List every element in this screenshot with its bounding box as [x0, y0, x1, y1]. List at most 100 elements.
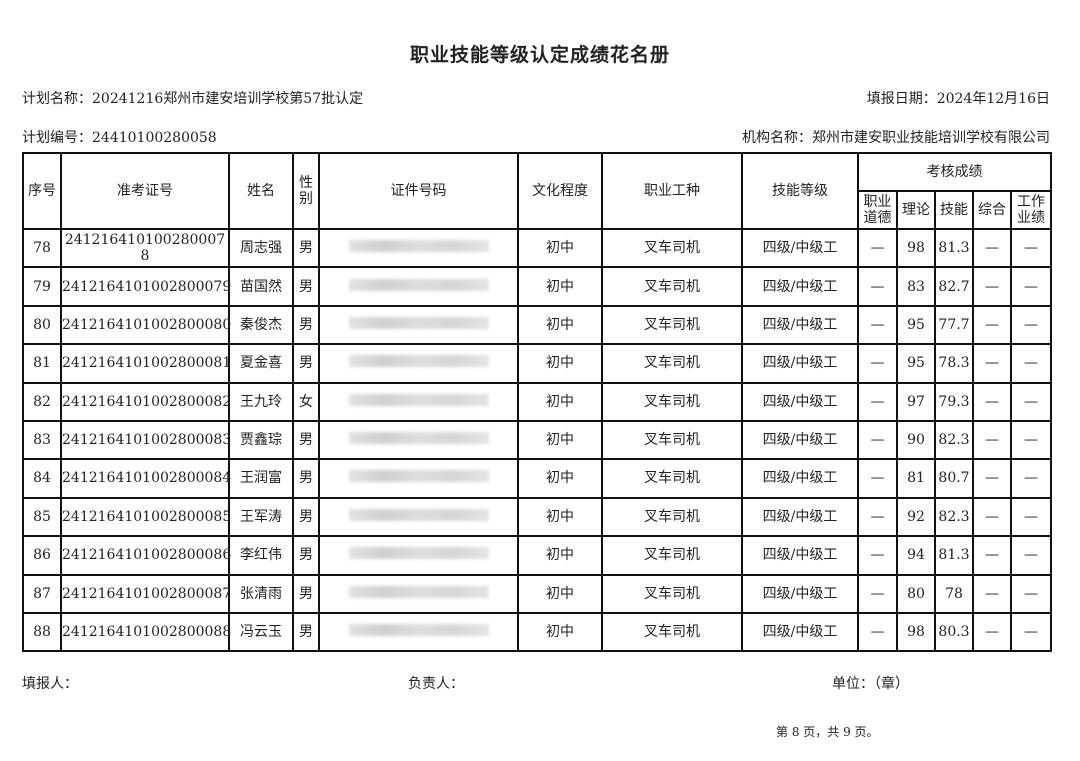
cell-exam-no: 2412164101002800087: [60, 573, 231, 614]
cell-education: 初中: [517, 343, 603, 384]
cell-work: —: [1009, 343, 1053, 384]
cell-work: —: [1009, 381, 1053, 422]
cell-seq: 87: [22, 573, 62, 614]
cell-id-no-redacted: [318, 496, 519, 538]
cell-skill: 80.3: [934, 611, 974, 653]
cell-work: —: [1009, 496, 1053, 538]
cell-theory: 81: [896, 458, 936, 499]
cell-overall: —: [972, 304, 1012, 346]
cell-exam-no: 2412164101002800083: [60, 419, 231, 461]
cell-theory: 83: [896, 266, 936, 307]
cell-name: 王九玲: [228, 381, 294, 422]
cell-id-no-redacted: [318, 458, 519, 499]
header-work: 工作业绩: [1009, 190, 1053, 230]
cell-skill: 82.3: [934, 496, 974, 538]
cell-name: 冯云玉: [228, 611, 294, 653]
cell-overall: —: [972, 227, 1012, 269]
redacted-blur: [348, 470, 489, 483]
cell-gender: 男: [292, 343, 320, 384]
header-ethics: 职业道德: [857, 190, 898, 230]
cell-work: —: [1009, 573, 1053, 614]
cell-occupation: 叉车司机: [601, 227, 743, 269]
cell-overall: —: [972, 381, 1012, 422]
cell-ethics: —: [857, 458, 898, 499]
cell-gender: 男: [292, 419, 320, 461]
cell-skill: 78.3: [934, 343, 974, 384]
cell-ethics: —: [857, 419, 898, 461]
cell-seq: 88: [22, 611, 62, 653]
cell-id-no-redacted: [318, 304, 519, 346]
cell-education: 初中: [517, 496, 603, 538]
cell-exam-no: 2412164101002800079: [60, 266, 231, 307]
cell-occupation: 叉车司机: [601, 419, 743, 461]
cell-gender: 男: [292, 535, 320, 576]
cell-id-no-redacted: [318, 419, 519, 461]
cell-education: 初中: [517, 611, 603, 653]
cell-education: 初中: [517, 458, 603, 499]
redacted-blur: [348, 355, 489, 368]
plan-number: 计划编号：24410100280058: [22, 130, 217, 146]
cell-skill: 82.3: [934, 419, 974, 461]
header-gender: 性别: [292, 152, 320, 230]
cell-ethics: —: [857, 611, 898, 653]
cell-name: 王军涛: [228, 496, 294, 538]
cell-name: 苗国然: [228, 266, 294, 307]
cell-overall: —: [972, 266, 1012, 307]
header-exam-no: 准考证号: [60, 152, 230, 230]
cell-education: 初中: [517, 304, 603, 346]
cell-ethics: —: [857, 496, 898, 538]
cell-overall: —: [972, 343, 1012, 384]
header-scores: 考核成绩: [856, 152, 1053, 192]
cell-theory: 90: [896, 419, 936, 461]
cell-ethics: —: [857, 227, 898, 269]
cell-gender: 男: [292, 496, 320, 538]
cell-gender: 男: [292, 458, 320, 499]
header-level: 技能等级: [741, 152, 859, 230]
cell-education: 初中: [517, 266, 603, 307]
cell-seq: 82: [22, 381, 62, 422]
cell-theory: 95: [896, 343, 936, 384]
cell-name: 夏金喜: [228, 343, 294, 384]
header-theory: 理论: [896, 190, 936, 230]
cell-ethics: —: [857, 304, 898, 346]
cell-id-no-redacted: [318, 227, 519, 269]
cell-work: —: [1009, 535, 1053, 576]
redacted-blur: [348, 624, 489, 637]
header-skill: 技能: [934, 190, 974, 230]
cell-occupation: 叉车司机: [601, 496, 743, 538]
cell-name: 周志强: [228, 227, 294, 269]
cell-id-no-redacted: [318, 266, 519, 307]
cell-work: —: [1009, 611, 1053, 653]
cell-id-no-redacted: [318, 573, 519, 614]
cell-id-no-redacted: [318, 381, 519, 422]
redacted-blur: [348, 316, 489, 329]
table-row: 78 241216410100280007 8 周志强男初中 叉车司机 四级/中级工 —9…: [22, 227, 1053, 269]
cell-name: 李红伟: [228, 535, 294, 576]
cell-theory: 92: [896, 496, 936, 538]
cell-occupation: 叉车司机: [601, 573, 743, 614]
cell-seq: 85: [22, 496, 62, 538]
cell-level: 四级/中级工: [741, 304, 859, 346]
cell-gender: 男: [292, 611, 320, 653]
cell-theory: 97: [896, 381, 936, 422]
table-row: 83 2412164101002800083 贾鑫琮男初中 叉车司机 四级/中级工 —90…: [22, 419, 1053, 461]
cell-level: 四级/中级工: [741, 227, 859, 269]
header-overall: 综合: [972, 190, 1012, 230]
cell-ethics: —: [857, 573, 898, 614]
cell-work: —: [1009, 227, 1053, 269]
cell-id-no-redacted: [318, 611, 519, 653]
cell-gender: 男: [292, 304, 320, 346]
cell-exam-no: 2412164101002800084: [60, 458, 231, 499]
cell-seq: 78: [22, 227, 62, 269]
cell-name: 张清雨: [228, 573, 294, 614]
redacted-blur: [348, 393, 489, 406]
header-name: 姓名: [228, 152, 294, 230]
cell-skill: 78: [934, 573, 974, 614]
cell-overall: —: [972, 573, 1012, 614]
cell-ethics: —: [857, 381, 898, 422]
header-id-no: 证件号码: [318, 152, 519, 230]
cell-occupation: 叉车司机: [601, 458, 743, 499]
cell-overall: —: [972, 535, 1012, 576]
cell-seq: 79: [22, 266, 62, 307]
cell-theory: 80: [896, 573, 936, 614]
